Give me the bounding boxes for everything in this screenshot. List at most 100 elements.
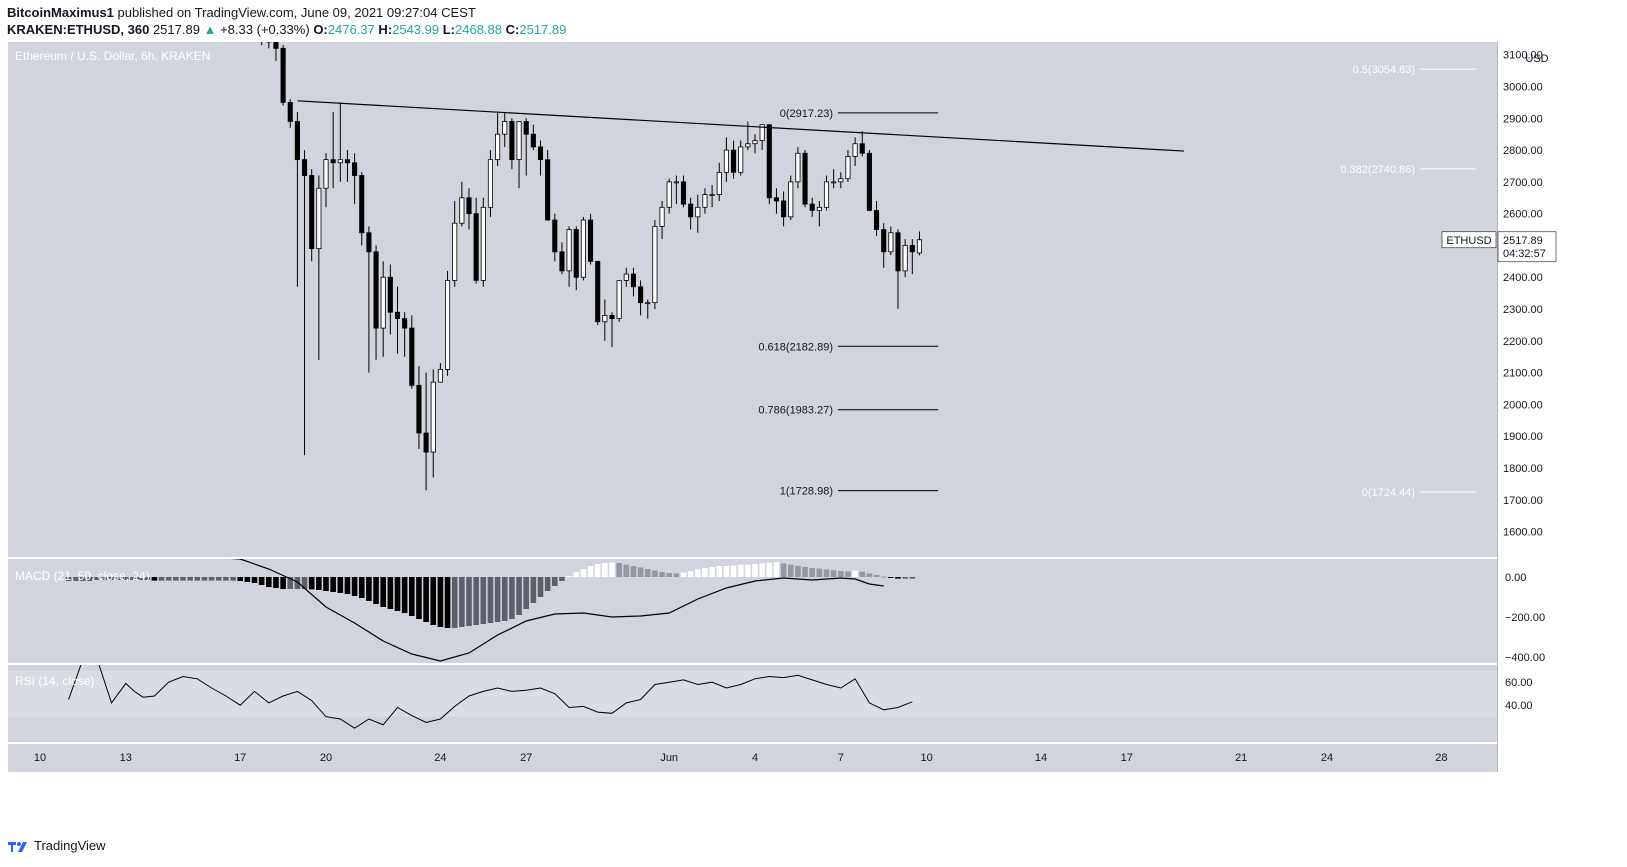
macd-histogram-bar <box>358 577 365 598</box>
macd-histogram-bar <box>566 576 572 577</box>
macd-histogram-bar <box>802 567 808 577</box>
macd-histogram-bar <box>401 577 408 613</box>
close-value: 2517.89 <box>519 22 567 37</box>
price-tick-label: 2900.00 <box>1503 113 1543 125</box>
macd-histogram-bar <box>165 577 172 581</box>
macd-histogram-bar <box>909 577 916 579</box>
macd-histogram-bar <box>752 564 758 577</box>
open-label: O: <box>313 22 328 37</box>
time-tick-label: 24 <box>434 752 446 764</box>
time-axis-pane <box>8 744 1497 772</box>
time-tick-label: Jun <box>660 752 678 764</box>
macd-histogram-bar <box>616 563 622 577</box>
macd-histogram-bar <box>587 566 594 577</box>
time-tick-label: 4 <box>752 752 758 764</box>
rsi-tick-label: 40.00 <box>1505 700 1533 712</box>
candle-body <box>437 369 443 383</box>
candle-body <box>738 146 744 173</box>
candle-body <box>702 194 708 208</box>
macd-histogram-bar <box>437 577 444 627</box>
candle-body <box>423 432 429 453</box>
candle-body <box>895 232 901 272</box>
macd-histogram-bar <box>137 577 143 580</box>
macd-histogram-bar <box>644 569 651 577</box>
macd-histogram-bar <box>223 577 229 581</box>
last-price-tag-value: 2517.89 <box>1503 235 1543 247</box>
candle-body <box>852 143 858 157</box>
macd-histogram-bar <box>151 577 158 581</box>
macd-histogram-bar <box>373 577 379 604</box>
candle-body <box>530 133 536 148</box>
rsi-tick-label: 60.00 <box>1505 677 1533 689</box>
candle-body <box>716 171 722 195</box>
candle-body <box>337 159 343 164</box>
macd-histogram-bar <box>609 562 615 577</box>
macd-histogram-bar <box>266 577 272 587</box>
candle-body <box>394 311 401 319</box>
macd-histogram-bar <box>766 562 773 577</box>
price-pane-title: Ethereum / U.S. Dollar, 6h, KRAKEN <box>15 49 210 63</box>
macd-histogram-bar <box>444 577 451 628</box>
macd-histogram-bar <box>430 577 437 625</box>
price-pane <box>8 42 1497 557</box>
chart-canvas[interactable]: 0(2917.23) 0.618(2182.89) 0.786(1983.27) 1(… <box>0 40 1627 835</box>
candle-body <box>359 175 365 234</box>
fib-level-label: 0.618(2182.89) <box>758 341 833 353</box>
symbol-tag-label: ETHUSD <box>1446 235 1491 247</box>
candle-body <box>623 273 629 281</box>
macd-histogram-bar <box>695 569 701 577</box>
macd-histogram-bar <box>852 570 858 577</box>
candle-body <box>380 276 386 329</box>
macd-histogram-bar <box>473 577 479 625</box>
time-tick-label: 28 <box>1435 752 1447 764</box>
candle-body <box>881 229 887 253</box>
macd-histogram-bar <box>537 577 544 597</box>
candle-body <box>680 181 687 205</box>
candle-body <box>402 318 408 329</box>
candle-body <box>795 152 801 183</box>
candle-body <box>666 181 672 208</box>
macd-histogram-bar <box>730 565 737 577</box>
candle-body <box>659 206 665 227</box>
rsi-band <box>8 670 1497 717</box>
macd-histogram-bar <box>888 577 894 578</box>
high-value: 2543.99 <box>392 22 440 37</box>
candle-body <box>630 273 636 288</box>
macd-histogram-bar <box>387 577 394 609</box>
high-label: H: <box>378 22 393 37</box>
fib-level-label-right: 0(1724.44) <box>1362 487 1415 499</box>
macd-histogram-bar <box>80 577 86 581</box>
macd-histogram-bar <box>873 575 880 577</box>
macd-histogram-bar <box>637 567 644 577</box>
author-name[interactable]: BitcoinMaximus1 <box>7 5 114 20</box>
rsi-line <box>68 665 913 729</box>
macd-histogram-bar <box>759 563 765 577</box>
footer-brand: TradingView <box>8 838 106 853</box>
macd-histogram-bar <box>859 571 866 577</box>
time-tick-label: 7 <box>838 752 844 764</box>
candle-body <box>294 121 300 161</box>
symbol-tag <box>1441 231 1497 249</box>
macd-histogram-bar <box>845 571 851 577</box>
macd-histogram-bar <box>666 573 672 577</box>
candle-body <box>452 222 458 281</box>
macd-histogram-bar <box>580 569 587 577</box>
candle-body <box>344 159 350 164</box>
macd-histogram-bar <box>180 577 186 581</box>
symbol-label: KRAKEN:ETHUSD, 360 <box>7 22 150 37</box>
macd-histogram-bar <box>680 572 687 577</box>
price-tick-label: 2300.00 <box>1503 304 1543 316</box>
macd-histogram-bar <box>65 577 72 581</box>
macd-histogram-bar <box>795 565 801 577</box>
macd-histogram-bar <box>494 577 501 622</box>
candle-body <box>916 239 922 254</box>
candle-body <box>552 219 558 253</box>
price-tick-label: 1600.00 <box>1503 527 1543 539</box>
macd-histogram-bar <box>301 577 308 589</box>
fib-level-label-right: 0.382(2740.86) <box>1340 164 1415 176</box>
candle-body <box>788 181 794 218</box>
macd-histogram-bar <box>594 564 601 577</box>
macd-histogram-bar <box>294 577 301 589</box>
macd-histogram-bar <box>602 563 608 577</box>
candle-body <box>430 381 436 453</box>
